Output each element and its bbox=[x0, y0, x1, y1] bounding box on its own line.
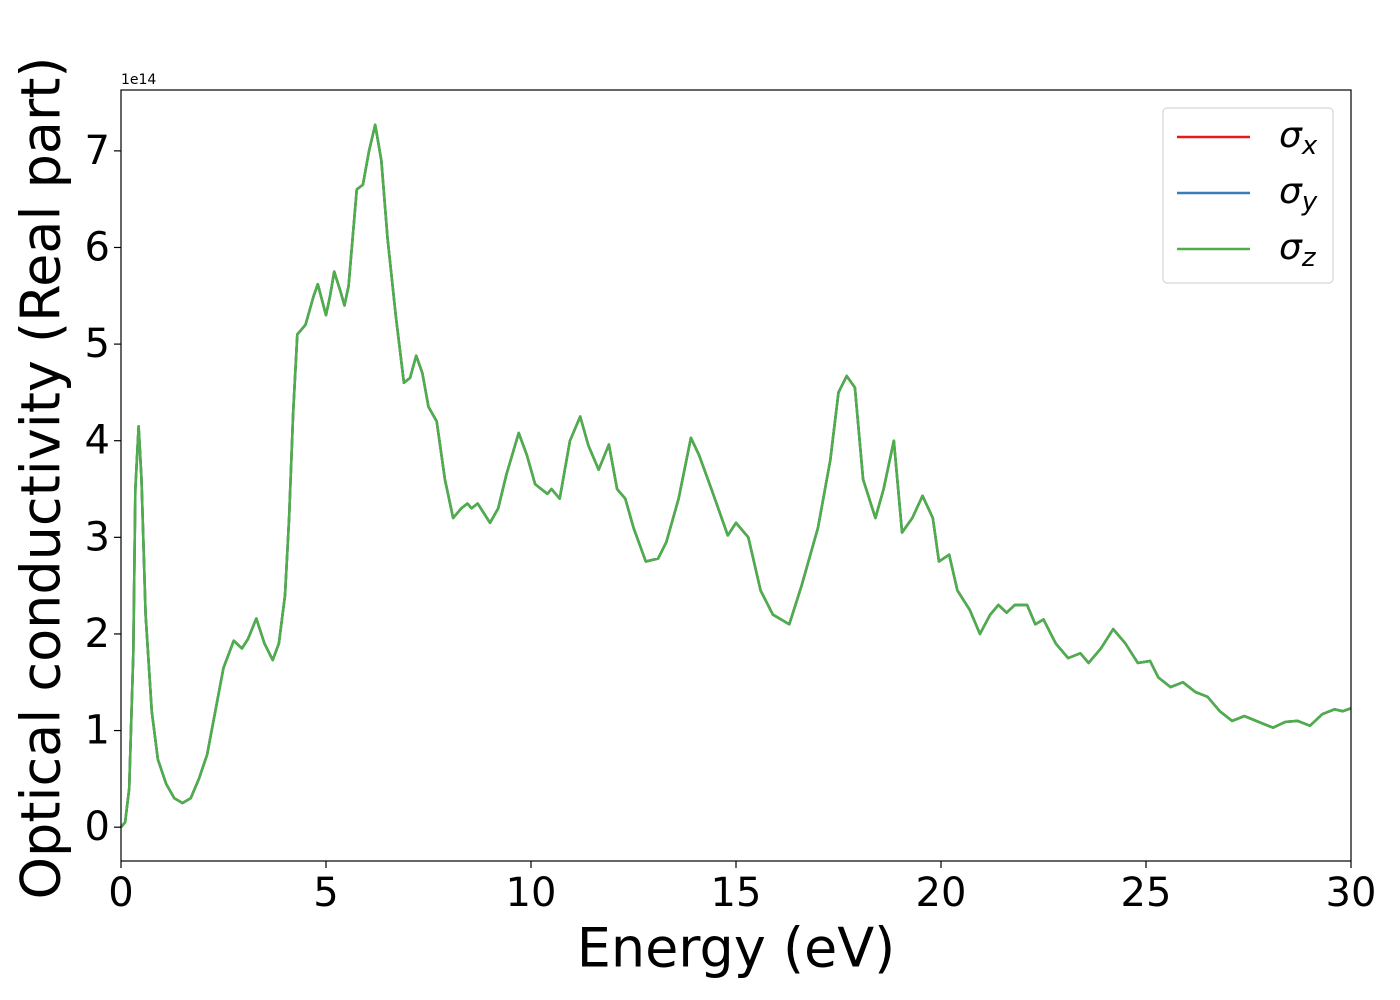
y-axis-label: Optical conductivity (Real part) bbox=[10, 57, 73, 900]
plot-frame bbox=[120, 89, 1352, 862]
x-tick-label: 5 bbox=[313, 870, 338, 916]
legend-label: σy bbox=[1279, 171, 1318, 217]
y-tick-label: 5 bbox=[85, 321, 110, 367]
y-tick-label: 0 bbox=[85, 804, 110, 850]
y-tick-label: 6 bbox=[85, 224, 110, 270]
x-tick-label: 10 bbox=[506, 870, 557, 916]
x-tick-label: 20 bbox=[916, 870, 967, 916]
legend: σx σy σz bbox=[1162, 107, 1334, 284]
legend-label: σx bbox=[1279, 115, 1318, 161]
data-line bbox=[120, 123, 1352, 828]
y-tick-label: 3 bbox=[85, 514, 110, 560]
y-tick-label: 7 bbox=[85, 128, 110, 174]
x-tick-label: 0 bbox=[108, 870, 133, 916]
y-tick-label: 1 bbox=[85, 708, 110, 754]
y-offset-label: 1e14 bbox=[121, 72, 156, 88]
x-tick-label: 25 bbox=[1121, 870, 1172, 916]
legend-box bbox=[1162, 107, 1334, 284]
x-tick-label: 30 bbox=[1326, 870, 1377, 916]
y-tick-label: 2 bbox=[85, 611, 110, 657]
x-axis-label: Energy (eV) bbox=[577, 917, 896, 980]
legend-label: σz bbox=[1279, 227, 1317, 273]
y-tick-label: 4 bbox=[85, 418, 110, 464]
x-tick-label: 15 bbox=[711, 870, 762, 916]
